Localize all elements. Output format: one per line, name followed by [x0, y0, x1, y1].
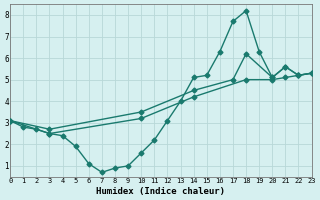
X-axis label: Humidex (Indice chaleur): Humidex (Indice chaleur): [96, 187, 225, 196]
